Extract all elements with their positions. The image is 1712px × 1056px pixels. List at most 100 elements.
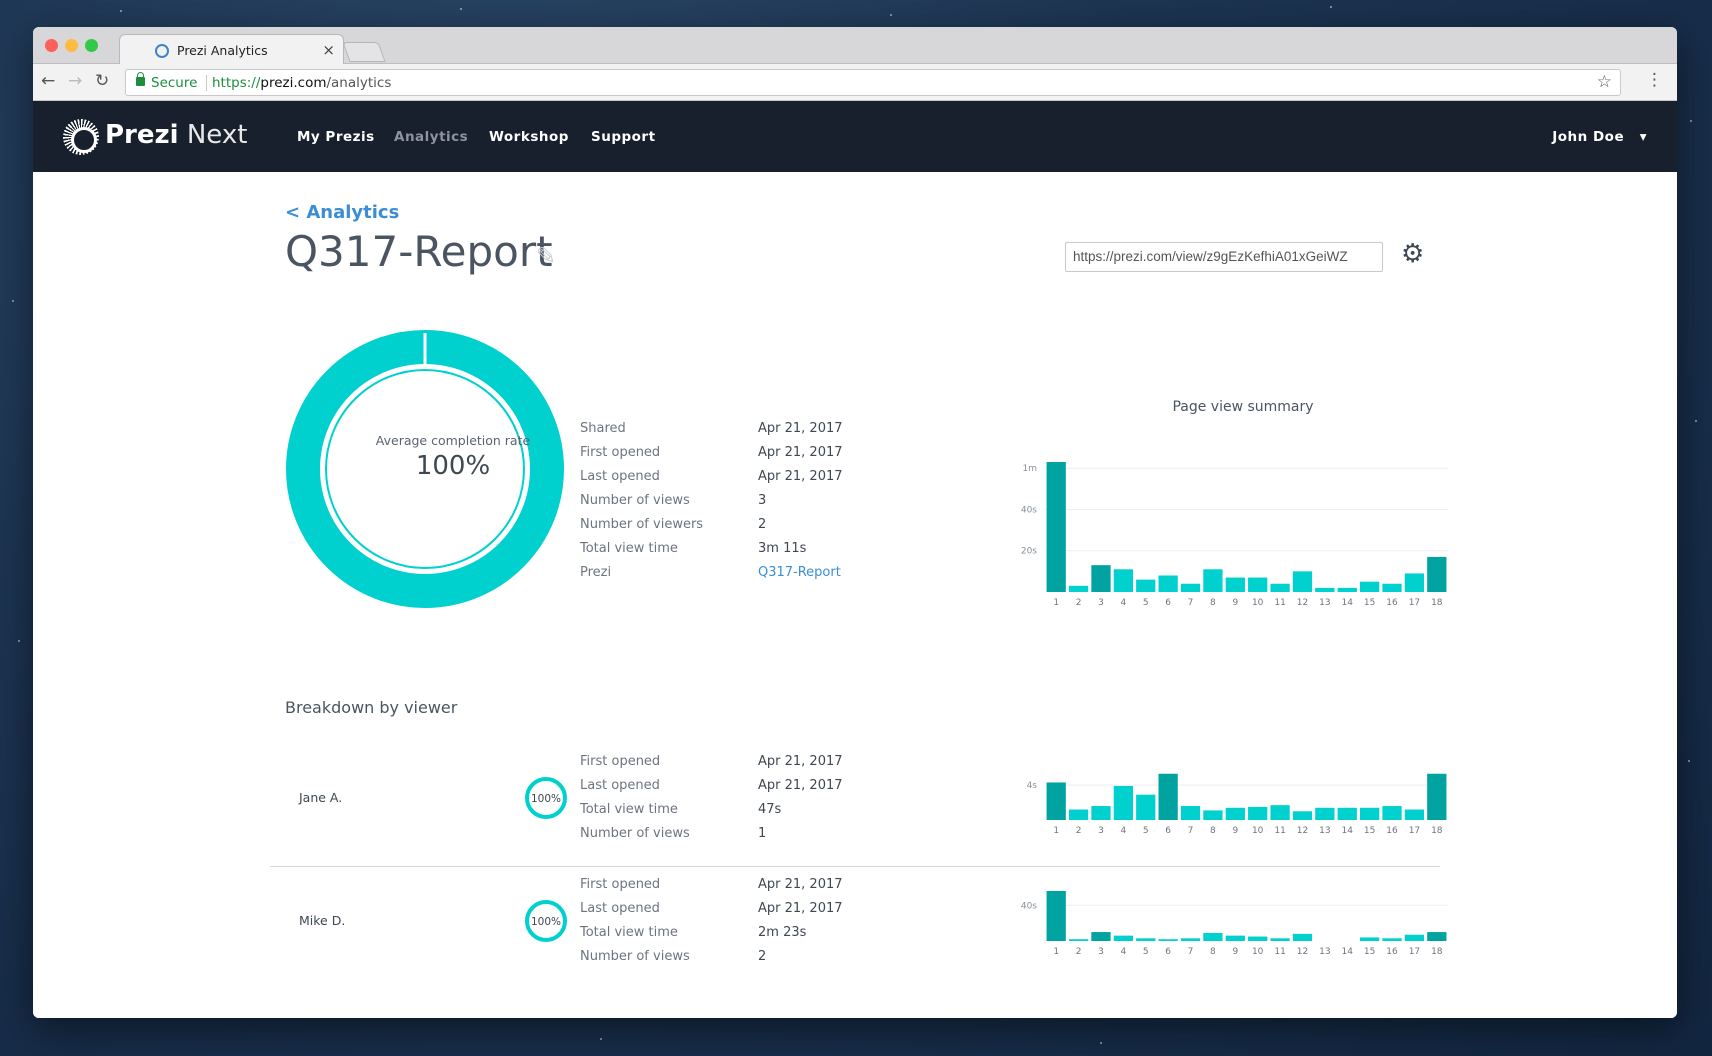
bar [1404,809,1425,820]
viewer-donut-ring [525,900,567,942]
new-tab-button[interactable] [342,42,386,62]
app-navbar: Prezi Next My Prezis Analytics Workshop … [33,101,1677,172]
info-value-views: 3 [758,493,767,508]
x-tick-label: 8 [1210,826,1216,836]
x-tick-label: 14 [1342,947,1354,957]
x-tick-label: 15 [1364,826,1375,836]
viewer-value-last-opened: Apr 21, 2017 [758,778,843,793]
x-tick-label: 5 [1143,826,1149,836]
y-tick-label: 40s [1021,901,1037,911]
bookmark-star-icon[interactable]: ☆ [1596,72,1612,92]
viewer-label-first-opened: First opened [580,877,661,892]
url-path: /analytics [326,75,392,91]
x-tick-label: 10 [1252,826,1264,836]
x-tick-label: 12 [1297,947,1308,957]
page-view-chart: 20s40s1m123456789101112131415161718pages [1021,462,1448,608]
back-arrow-icon[interactable]: ← [41,71,56,91]
maximize-window-button[interactable] [85,39,98,52]
x-tick-label: 1 [1053,598,1059,608]
url-scheme: https:// [212,75,261,91]
bar [1337,587,1357,592]
browser-tab[interactable]: Prezi Analytics × [119,34,344,65]
viewer-label-last-opened: Last opened [580,778,660,793]
donut-inner-ring [325,369,525,569]
viewer-label-last-opened: Last opened [580,901,660,916]
bar [1427,556,1447,592]
address-bar[interactable]: Secure https://prezi.com/analytics ☆ [125,69,1621,96]
url-text[interactable]: https://prezi.com/analytics [212,75,391,91]
nav-my-prezis[interactable]: My Prezis [297,129,375,145]
url-host: prezi.com [260,75,327,91]
bar [1292,933,1313,941]
prezi-link[interactable]: Q317-Report [758,565,841,580]
completion-donut [286,330,564,608]
viewer-chart-jane: 4s1 2 3 4 5 6 7 8 9 10 11 12 13 14 15 16 17 18 [1027,773,1448,836]
x-tick-label: 17 [1409,826,1420,836]
bar [1270,583,1290,592]
edit-pencil-icon[interactable]: ✎ [536,242,557,270]
back-to-analytics-link[interactable]: < Analytics [285,202,400,223]
bar [1158,575,1178,592]
bar [1203,810,1223,820]
prezi-favicon-icon [155,44,169,58]
x-tick-label: 15 [1364,598,1375,608]
bar [1113,785,1133,820]
bar [1203,932,1223,941]
viewer-completion-donut: 100% [525,777,567,819]
browser-menu-icon[interactable]: ⋮ [1646,70,1663,90]
completion-value: 100% [415,451,491,481]
viewer-completion-text: 100% [531,793,561,805]
x-tick-label: 15 [1364,947,1375,957]
x-tick-label: 17 [1409,598,1420,608]
x-tick-label: 14 [1342,826,1354,836]
bar [1360,581,1380,592]
bar [1091,932,1111,941]
logo-text[interactable]: Prezi Next [105,120,247,150]
x-tick-label: 16 [1386,598,1398,608]
share-url-field[interactable]: https://prezi.com/view/z9gEzKefhiA01xGei… [1065,242,1383,272]
viewer-value-last-opened: Apr 21, 2017 [758,901,843,916]
bar [1248,936,1268,941]
gear-icon[interactable]: ⚙ [1401,239,1425,269]
nav-analytics[interactable]: Analytics [394,129,469,145]
user-menu[interactable]: John Doe ▾ [1552,129,1647,145]
tab-close-icon[interactable]: × [322,41,335,59]
bar [1158,773,1178,820]
lock-icon [136,72,145,86]
bar [1136,938,1156,941]
info-value-shared: Apr 21, 2017 [758,421,843,436]
y-tick-label: 4s [1027,781,1038,791]
x-tick-label: 2 [1076,826,1082,836]
x-tick-label: 14 [1342,598,1354,608]
info-label-prezi: Prezi [580,565,612,580]
viewer-donut-ring [525,777,567,819]
x-tick-label: 10 [1252,598,1264,608]
bar [1113,935,1133,941]
bar [1315,587,1335,592]
prezi-logo-icon[interactable] [63,119,99,155]
logo-light: Next [186,120,248,150]
x-tick-label: 4 [1120,947,1126,957]
bar [1203,569,1223,592]
bar [1068,939,1089,941]
x-tick-label: 1 [1053,826,1059,836]
nav-support[interactable]: Support [591,129,656,145]
bar [1404,934,1425,941]
info-label-last-opened: Last opened [580,469,660,484]
bar [1180,583,1201,592]
bar [1337,807,1357,820]
nav-workshop[interactable]: Workshop [489,129,569,145]
bar [1427,932,1447,941]
reload-icon[interactable]: ↻ [95,71,110,91]
minimize-window-button[interactable] [65,39,78,52]
x-tick-label: 16 [1386,947,1398,957]
forward-arrow-icon[interactable]: → [68,71,83,91]
y-tick-label: 40s [1021,505,1037,515]
bar [1113,569,1133,592]
bar [1360,937,1380,941]
analytics-content: < Analytics Q317-Report ✎ https://prezi.… [33,172,1677,1018]
info-value-first-opened: Apr 21, 2017 [758,445,843,460]
close-window-button[interactable] [45,39,58,52]
chart-title: Page view summary [1172,399,1314,415]
